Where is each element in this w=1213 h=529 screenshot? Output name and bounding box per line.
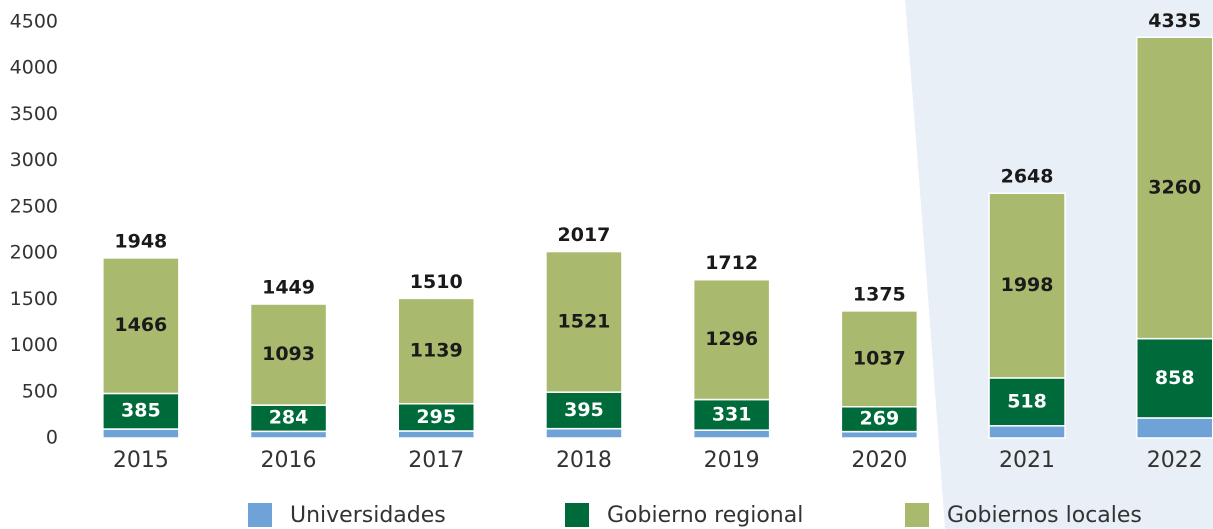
data-label: 284: [269, 407, 309, 429]
bar-segment: [692, 278, 771, 401]
bar-segment: [988, 192, 1066, 379]
bar-segment: [840, 406, 919, 433]
x-tick-label: 2022: [1147, 448, 1203, 473]
total-label: 1712: [705, 252, 758, 274]
y-tick-label: 1000: [10, 334, 58, 356]
data-label: 1296: [705, 328, 758, 350]
legend-label: Universidades: [290, 503, 446, 528]
data-label: 269: [860, 408, 900, 430]
bar-segment: [102, 428, 180, 439]
total-label: 1948: [114, 230, 167, 252]
bar-segment: [692, 398, 771, 431]
bar-segment: [545, 427, 623, 439]
bar-segment: [397, 430, 475, 439]
legend-label: Gobiernos locales: [947, 503, 1142, 528]
legend-label: Gobierno regional: [607, 503, 803, 528]
bar-segment: [249, 303, 328, 406]
y-tick-label: 2000: [10, 242, 58, 264]
data-label: 385: [121, 400, 161, 422]
legend-swatch: [565, 503, 589, 527]
bar-segment: [840, 310, 919, 408]
y-tick-label: 1500: [10, 288, 58, 310]
bar-segment: [840, 430, 919, 439]
data-label: 395: [564, 399, 604, 421]
y-tick-label: 3000: [10, 149, 58, 171]
total-label: 4335: [1148, 10, 1201, 32]
x-tick-label: 2015: [113, 448, 169, 473]
bar-segment: [988, 425, 1066, 439]
bar-segment: [249, 404, 328, 433]
data-label: 858: [1155, 367, 1195, 389]
total-label: 1449: [262, 277, 315, 299]
y-tick-label: 4500: [10, 11, 58, 33]
x-tick-label: 2018: [556, 448, 612, 473]
data-label: 331: [712, 403, 752, 425]
bar-segment: [249, 430, 328, 439]
bar-segment: [545, 391, 623, 430]
data-label: 3260: [1148, 176, 1201, 198]
data-label: 295: [416, 406, 456, 428]
bar-segment: [102, 257, 180, 395]
data-label: 1139: [410, 340, 463, 362]
bar-segment: [397, 297, 475, 405]
legend-swatch: [248, 503, 272, 527]
y-tick-label: 0: [46, 427, 58, 449]
total-label: 1510: [410, 271, 463, 293]
data-label: 1093: [262, 343, 315, 365]
data-label: 1521: [558, 310, 611, 332]
data-label: 1998: [1001, 274, 1054, 296]
total-label: 1375: [853, 283, 906, 305]
x-tick-label: 2019: [704, 448, 760, 473]
y-tick-label: 3500: [10, 103, 58, 125]
bar-segment: [1136, 417, 1213, 439]
x-tick-label: 2021: [999, 448, 1055, 473]
y-tick-label: 2500: [10, 195, 58, 217]
x-tick-label: 2020: [851, 448, 907, 473]
data-label: 1037: [853, 347, 906, 369]
bar-segment: [1136, 337, 1213, 419]
total-label: 2017: [558, 224, 611, 246]
legend-swatch: [905, 503, 929, 527]
data-label: 518: [1007, 390, 1047, 412]
bar-segment: [692, 429, 771, 439]
y-tick-label: 500: [22, 380, 58, 402]
bar-segment: [545, 250, 623, 393]
x-tick-label: 2017: [408, 448, 464, 473]
data-label: 1466: [114, 314, 167, 336]
total-label: 2648: [1001, 166, 1054, 188]
x-tick-label: 2016: [261, 448, 317, 473]
y-tick-label: 4000: [10, 57, 58, 79]
